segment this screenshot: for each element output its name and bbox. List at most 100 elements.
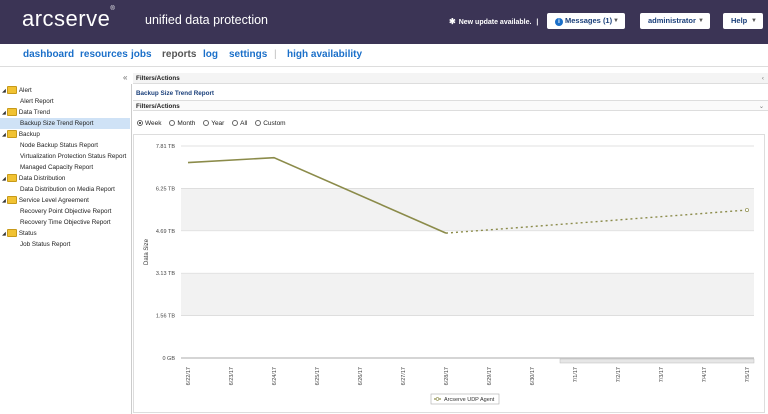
radio-label: Custom [263,120,286,127]
tree-item-alert-report[interactable]: Alert Report [20,98,54,105]
radio-week[interactable]: Week [137,120,162,127]
user-label: administrator [648,16,696,25]
y-tick-label: 3.13 TB [156,271,175,277]
tree-group-data-distribution[interactable]: ◢ Data Distribution [2,173,65,184]
tree-group-service-level-agreement[interactable]: ◢ Service Level Agreement [2,195,89,206]
chart-scrollbar [559,358,755,364]
folder-icon [6,108,17,117]
folder-icon [6,86,17,95]
radio-label: Year [211,120,225,127]
radio-all[interactable]: All [232,120,247,127]
tree-item-recovery-point-objective-report[interactable]: Recovery Point Objective Report [20,208,112,215]
x-tick-label: 6/30/17 [530,367,536,385]
expand-triangle-icon[interactable]: ◢ [2,176,6,182]
chevron-down-icon: ▼ [613,18,619,24]
update-icon: ✱ [449,17,456,26]
radio-label: All [240,120,248,127]
nav-separator: | [274,49,277,60]
radio-month[interactable]: Month [169,120,195,127]
radio-circle-icon [137,120,143,127]
tree-item-node-backup-status-report[interactable]: Node Backup Status Report [20,142,99,149]
tree-item-job-status-report[interactable]: Job Status Report [20,241,71,248]
nav-high-availability[interactable]: high availability [287,49,363,60]
update-separator: | [536,19,539,26]
y-axis-label: Data Size [144,238,150,265]
collapse-panel-icon[interactable]: « [123,73,128,82]
chevron-down-icon: ▼ [698,18,704,24]
update-notice[interactable]: ✱ New update available. | [449,17,538,26]
radio-year[interactable]: Year [203,120,224,127]
help-button[interactable]: Help ▼ [723,13,763,29]
tree-item-virtualization-protection-status-report[interactable]: Virtualization Protection Status Report [20,153,127,160]
backup-size-trend-chart: 0 GB 1.56 TB 3.13 TB 4.69 TB 6.25 TB 7.81 TB 6… [144,144,755,405]
tree-label: Alert [18,87,32,94]
chevron-double-down-icon[interactable]: ⌄ [758,103,764,110]
folder-icon [6,196,17,205]
y-tick-label: 0 GB [162,356,175,362]
messages-label: Messages (1) [565,16,613,25]
report-tree: ◢ Alert Alert Report ◢ Data Trend Backup S… [0,84,132,414]
nav-settings[interactable]: settings [229,49,268,60]
x-tick-label: 6/26/17 [358,367,364,385]
user-menu-button[interactable]: administrator ▼ [640,13,710,29]
x-tick-label: 6/25/17 [315,367,321,385]
x-tick-label: 7/3/17 [659,367,665,382]
expand-triangle-icon[interactable]: ◢ [2,110,6,116]
chart-container: 0 GB 1.56 TB 3.13 TB 4.69 TB 6.25 TB 7.81 TB 6… [133,134,765,413]
series-line-actual [187,156,447,234]
nav-reports[interactable]: reports [162,49,197,60]
x-tick-label: 6/29/17 [487,367,493,385]
chevron-down-icon: ▼ [751,18,757,24]
x-tick-label: 6/27/17 [401,367,407,385]
x-tick-label: 7/2/17 [616,367,622,382]
filters-actions-header: Filters/Actions ‹ [133,73,768,84]
tree-group-alert[interactable]: ◢ Alert [2,85,32,96]
plot-band [181,273,754,316]
y-tick-label: 4.69 TB [156,229,175,235]
collapse-section-icon[interactable]: ‹ [761,75,764,82]
tree-label: Data Distribution [18,175,66,182]
radio-circle-icon [203,120,210,127]
x-tick-label: 7/5/17 [745,367,751,382]
radio-circle-icon [232,120,239,127]
tree-item-managed-capacity-report[interactable]: Managed Capacity Report [20,164,94,171]
info-icon: i [555,18,563,26]
filters-actions-title: Filters/Actions [136,75,180,82]
filters-actions-subheader: Filters/Actions ⌄ [133,100,768,111]
plot-band [181,188,754,231]
radio-custom[interactable]: Custom [255,120,286,127]
tree-group-data-trend[interactable]: ◢ Data Trend [2,107,50,118]
tree-group-backup[interactable]: ◢ Backup [2,129,40,140]
series-line-forecast [445,209,748,234]
nav-resources[interactable]: resources [80,49,128,60]
legend-marker [435,397,440,401]
expand-triangle-icon[interactable]: ◢ [2,198,6,204]
folder-icon [6,130,17,139]
x-tick-label: 6/23/17 [229,367,235,385]
logo-mark: ® [110,6,116,12]
expand-triangle-icon[interactable]: ◢ [2,88,6,94]
folder-icon [6,229,17,238]
help-label: Help [731,16,748,25]
expand-triangle-icon[interactable]: ◢ [2,132,6,138]
tree-item-recovery-time-objective-report[interactable]: Recovery Time Objective Report [20,219,111,226]
messages-button[interactable]: i Messages (1) ▼ [547,13,625,29]
tree-label: Status [18,230,37,237]
arcserve-logo[interactable]: arcserve® [22,6,115,32]
radio-label: Month [177,120,196,127]
expand-triangle-icon[interactable]: ◢ [2,231,6,237]
filters-actions-title: Filters/Actions [136,103,180,110]
app-subtitle: unified data protection [145,13,269,27]
nav-dashboard[interactable]: dashboard [23,49,75,60]
legend-box [430,393,500,405]
tree-group-status[interactable]: ◢ Status [2,228,37,239]
tree-item-data-distribution-on-media-report[interactable]: Data Distribution on Media Report [20,186,115,193]
x-tick-label: 7/1/17 [573,367,579,382]
nav-jobs[interactable]: jobs [131,49,152,60]
x-tick-label: 6/24/17 [272,367,278,385]
nav-log[interactable]: log [203,49,218,60]
radio-circle-icon [169,120,176,127]
tree-item-backup-size-trend-report[interactable]: Backup Size Trend Report [0,118,130,129]
folder-icon [6,174,17,183]
radio-circle-icon [255,120,262,127]
